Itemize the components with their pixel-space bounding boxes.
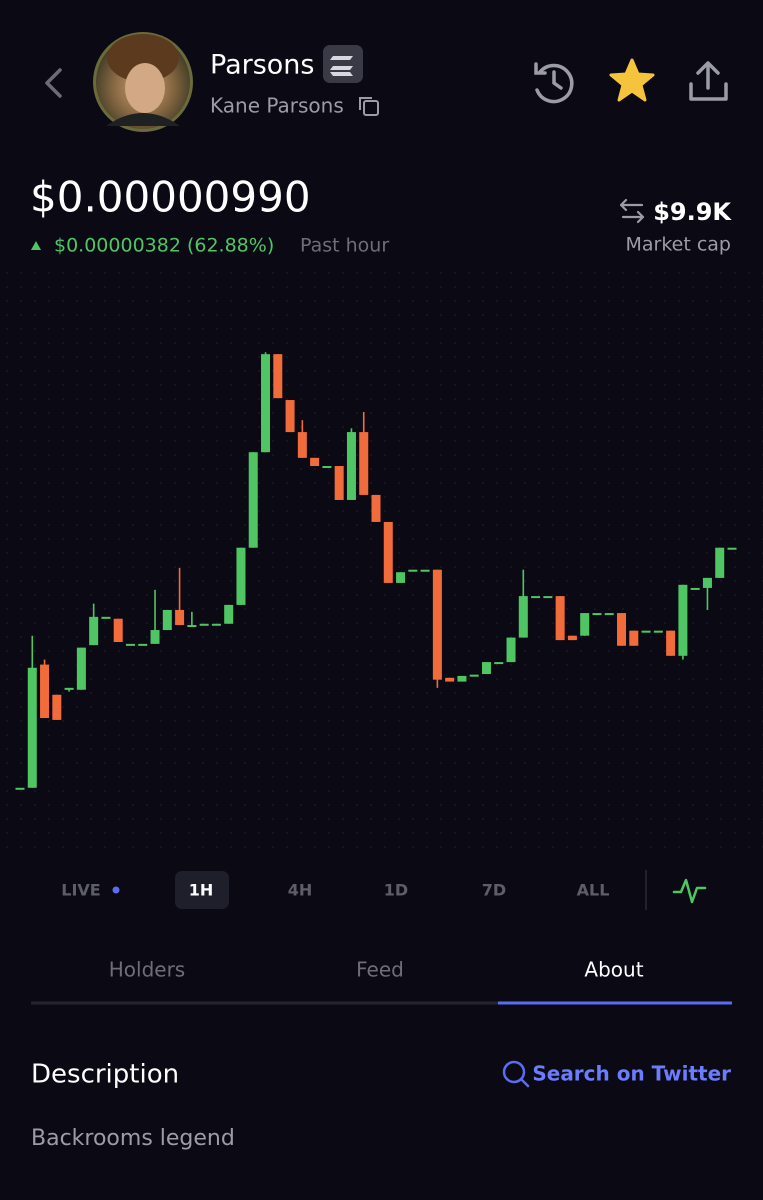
candle-body [101,616,111,619]
candle-body [64,687,74,690]
range-button[interactable]: 1H [189,881,214,900]
solana-icon [330,56,353,76]
candle-body [420,569,430,572]
candle-body [617,613,627,646]
favorite-button[interactable] [609,58,655,102]
candle-body [236,547,246,605]
search-icon[interactable] [502,1060,530,1088]
price: $0.00000990 [30,173,311,222]
candle-body [432,569,442,680]
range-selector: LIVE 1H 4H 1D 7D ALL [61,881,609,900]
candle-body [445,677,455,682]
candle-body [371,494,381,522]
candle-body [138,643,148,646]
candle-body [273,354,283,399]
share-button[interactable] [689,61,728,101]
tab[interactable]: Holders [109,958,185,982]
candle-body [543,596,553,599]
candle-body [715,547,725,578]
section-heading: Description [31,1060,179,1090]
candle-body [27,667,37,788]
candle-body [224,604,234,624]
candle-body [322,466,332,469]
up-arrow [31,241,41,250]
candle-body [567,635,577,641]
candle-body [518,596,528,638]
token-name: Parsons [210,50,314,81]
candle-body [248,452,258,548]
range-button[interactable]: 7D [482,881,506,900]
candle-body [297,432,307,458]
copy-button[interactable] [359,97,379,116]
candle-body [678,584,688,656]
candle-body [199,623,209,626]
candle-body [555,596,565,641]
description: Backrooms legend [31,1126,235,1151]
candle-body [457,675,467,682]
price-change: $0.00000382 (62.88%) [54,235,274,257]
chart-type-toggle[interactable] [672,878,707,904]
candle-body [666,630,676,656]
market-cap: $9.9K [653,198,732,226]
candle-body [359,432,369,495]
market-cap-label: Market cap [625,234,731,256]
creator-name: Kane Parsons [210,94,344,118]
candle-body [76,647,86,690]
candle-body [580,613,590,636]
candle-body [175,609,185,626]
live-dot [112,886,120,894]
candle-body [408,569,418,572]
candle-body [494,662,504,665]
range-button[interactable]: ALL [577,881,610,900]
range-button[interactable]: LIVE [61,881,100,900]
candle-body [187,625,197,628]
candle-body [629,630,639,646]
candle-body [310,457,320,467]
candle-body [641,630,651,633]
candle-body [346,432,356,500]
back-button[interactable] [45,68,62,98]
candle-body [334,466,344,500]
candlestick-chart [15,352,737,790]
swap-icon[interactable] [619,198,645,224]
search-link[interactable]: Search on Twitter [532,1062,731,1086]
chain-badge [323,45,363,83]
candle-body [150,630,160,644]
candle-body [285,400,295,433]
candle-body [469,674,479,677]
candle-body [690,587,700,590]
candle-body [40,664,50,719]
history-button[interactable] [534,62,574,104]
candle-body [531,596,541,599]
candle-body [396,572,406,583]
candle-body [653,630,663,633]
candle-body [89,616,99,646]
range-button[interactable]: 1D [384,881,408,900]
tab[interactable]: About [584,958,643,982]
candle-body [52,694,62,720]
period: Past hour [300,235,389,257]
candle-body [15,787,25,790]
tabs: Holders Feed About [109,958,644,982]
candle-body [506,637,516,663]
tab[interactable]: Feed [356,958,404,982]
range-active [175,871,229,909]
candle-body [162,609,172,631]
candle-body [113,618,123,642]
candle-body [702,577,712,588]
candle-body [727,547,737,550]
candle-body [383,521,393,583]
candle-body [481,662,491,675]
candle-body [261,354,271,453]
avatar[interactable] [93,32,193,132]
candle-body [125,643,135,646]
chart-background [0,270,763,860]
candle-body [592,613,602,616]
range-button[interactable]: 4H [288,881,313,900]
candle-body [604,613,614,616]
candle-body [211,623,221,626]
